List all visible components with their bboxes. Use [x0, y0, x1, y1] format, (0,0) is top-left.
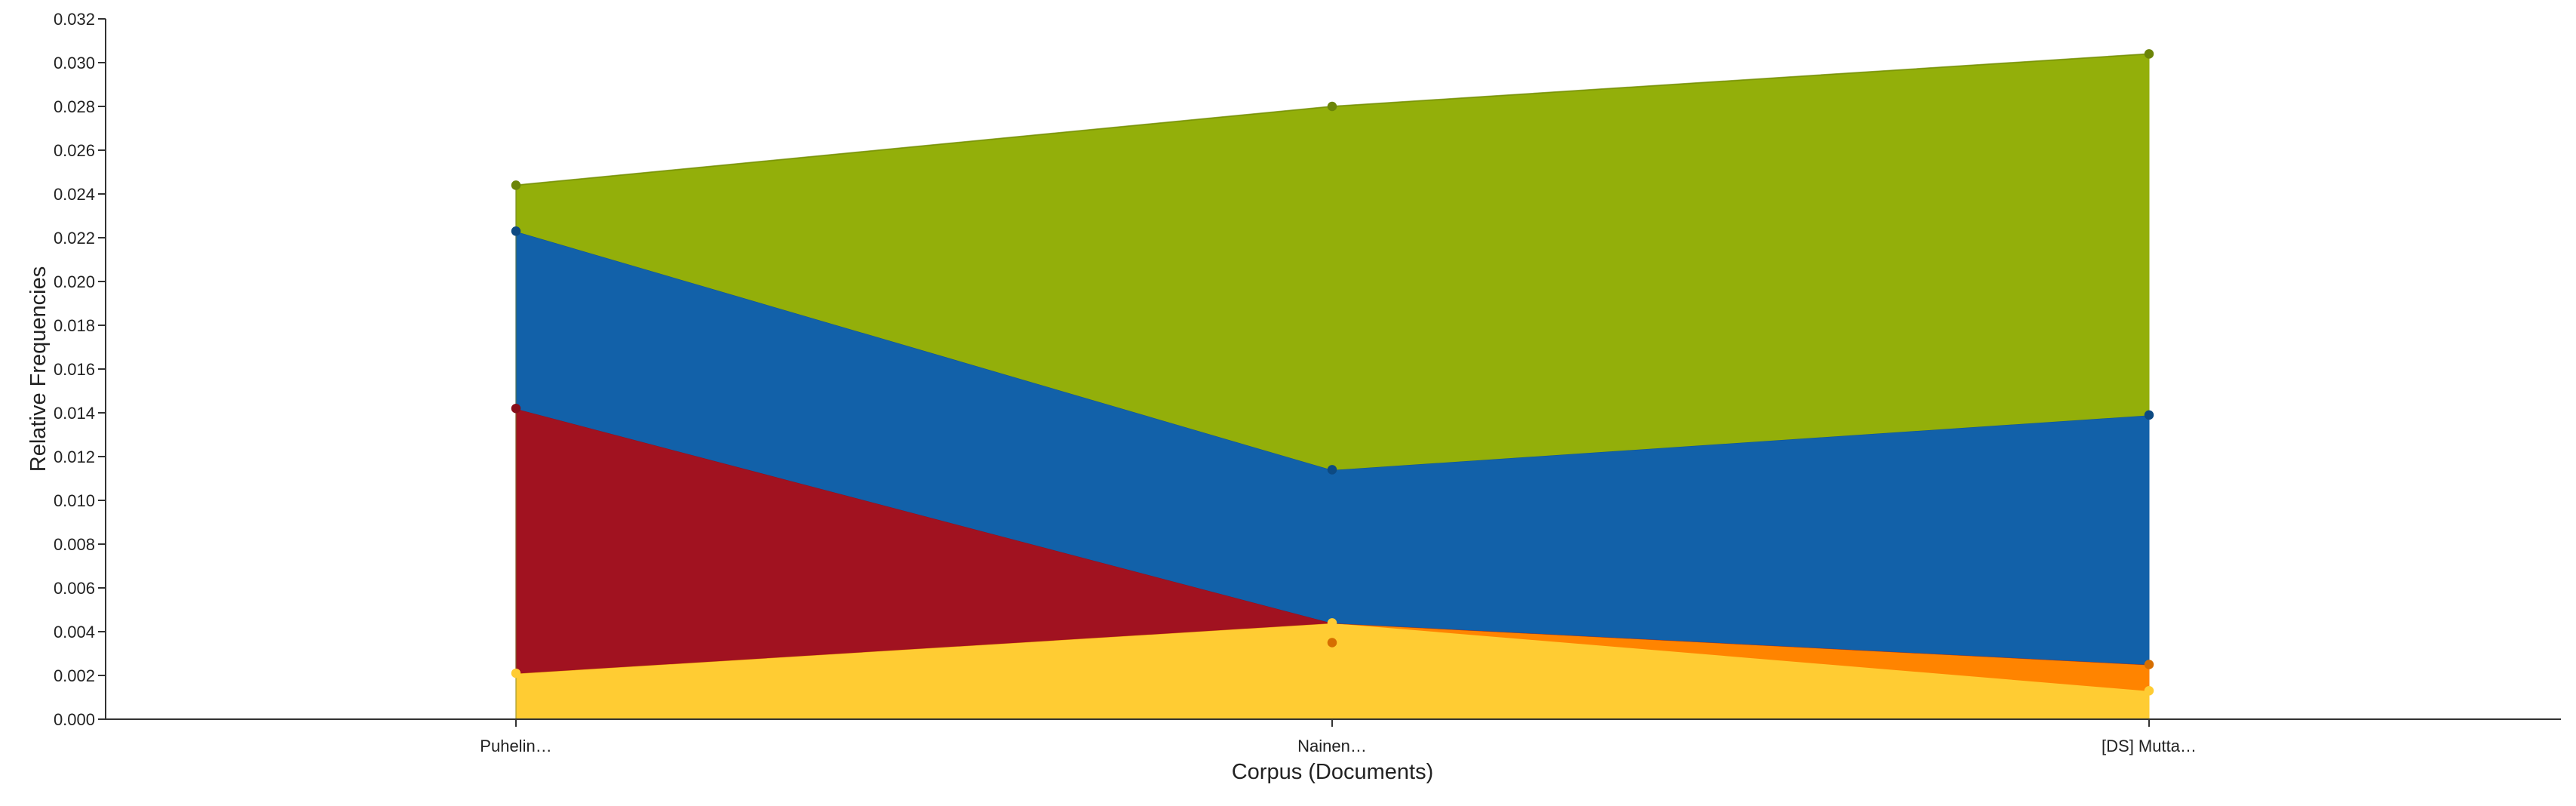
y-tick-label: 0.012: [54, 448, 95, 466]
y-tick-label: 0.000: [54, 710, 95, 729]
y-tick-label: 0.018: [54, 316, 95, 335]
x-tick-label: [DS] Mutta…: [2102, 737, 2197, 755]
x-axis: Puhelin… Nainen… [DS] Mutta…: [106, 718, 2561, 755]
series-2-point[interactable]: [2144, 660, 2154, 669]
y-tick-label: 0.008: [54, 535, 95, 554]
y-tick-label: 0.006: [54, 579, 95, 598]
series-1-point[interactable]: [1327, 618, 1337, 628]
y-tick-label: 0.022: [54, 229, 95, 248]
x-axis-title: Corpus (Documents): [1232, 760, 1434, 784]
series-1-point[interactable]: [511, 668, 521, 678]
series-4-point[interactable]: [511, 226, 521, 236]
series-5-point[interactable]: [511, 180, 521, 190]
y-tick-label: 0.032: [54, 10, 95, 29]
y-tick-label: 0.020: [54, 272, 95, 291]
series-5-point[interactable]: [1327, 101, 1337, 112]
series-points: [511, 49, 2154, 696]
y-tick-label: 0.014: [54, 404, 95, 423]
y-tick-label: 0.016: [54, 360, 95, 379]
series-3-point[interactable]: [511, 403, 521, 414]
y-tick-label: 0.010: [54, 491, 95, 510]
y-tick-label: 0.004: [54, 623, 95, 641]
series-4-point[interactable]: [2144, 410, 2154, 420]
x-tick-label: Puhelin…: [480, 737, 551, 755]
y-tick-label: 0.024: [54, 185, 95, 204]
y-axis: 0.000 0.002 0.004 0.006 0.008 0.010 0.012 0.014…: [54, 10, 106, 729]
y-tick-label: 0.030: [54, 54, 95, 72]
x-tick-label: Nainen…: [1297, 737, 1367, 755]
series-2-point[interactable]: [1327, 638, 1337, 648]
series-4-point[interactable]: [1327, 465, 1337, 475]
series-areas: [515, 53, 2150, 720]
y-tick-label: 0.026: [54, 141, 95, 160]
y-axis-title: Relative Frequencies: [26, 266, 51, 472]
y-tick-label: 0.002: [54, 666, 95, 685]
y-tick-label: 0.028: [54, 97, 95, 116]
series-1-point[interactable]: [2144, 686, 2154, 696]
series-5-point[interactable]: [2144, 49, 2154, 59]
